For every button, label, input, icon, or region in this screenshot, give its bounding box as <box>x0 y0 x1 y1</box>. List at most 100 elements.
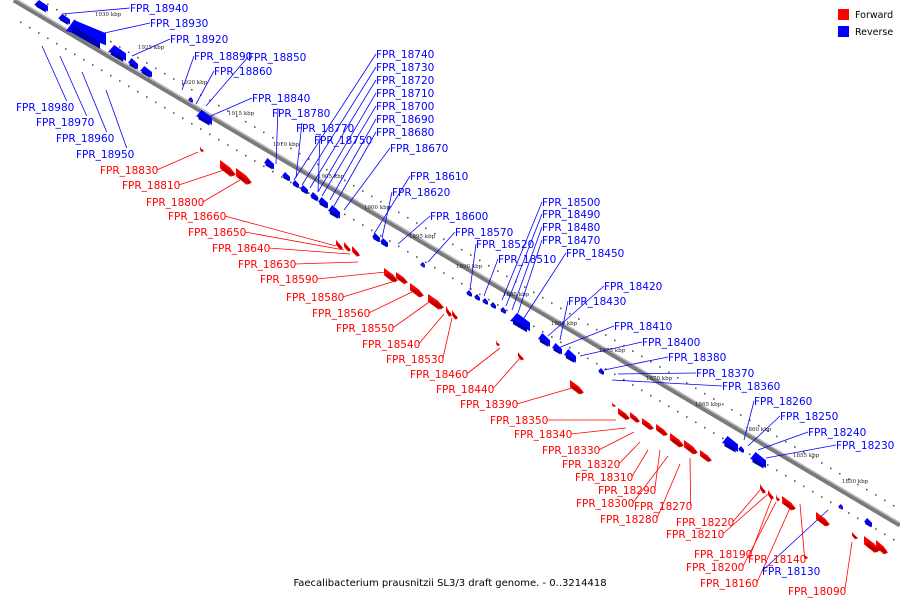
forward-gene-3-arrow <box>336 240 343 250</box>
gene-label-fpr-18690: FPR_18690 <box>376 114 434 126</box>
guide-dot <box>632 350 634 352</box>
leader-fpr-18430 <box>559 300 569 341</box>
scale-ticks: 1930 kbp 1925 kbp 1920 kbp 1915 kbp 1910 kbp… <box>95 12 869 485</box>
gene-label-fpr-18470: FPR_18470 <box>542 235 600 247</box>
leader-fpr-18670 <box>343 147 391 211</box>
guide-dot <box>371 229 373 232</box>
gene-label-fpr-18090: FPR_18090 <box>788 586 846 598</box>
guide-dot <box>200 128 202 130</box>
guide-dot <box>623 378 625 381</box>
guide-dot <box>317 163 319 166</box>
gene-label-fpr-18320: FPR_18320 <box>562 459 620 471</box>
guide-dot <box>173 78 175 80</box>
leader-fpr-18320 <box>618 441 641 465</box>
leader-fpr-18610 <box>373 175 411 235</box>
guide-dot <box>704 392 706 395</box>
leader-fpr-18680 <box>333 131 377 207</box>
guide-dot <box>407 216 409 219</box>
gene-label-fpr-18670: FPR_18670 <box>390 143 448 155</box>
gene-label-fpr-18220: FPR_18220 <box>676 517 734 529</box>
guide-dot <box>245 154 247 157</box>
gene-arrows <box>34 0 888 559</box>
gene-label-fpr-18430: FPR_18430 <box>568 296 626 308</box>
gene-labels: FPR_18940FPR_18930FPR_18920FPR_18890FPR_… <box>16 3 894 598</box>
guide-dot <box>803 485 805 488</box>
guide-dot <box>308 158 310 160</box>
guide-dot <box>506 275 508 278</box>
guide-dot <box>182 117 184 120</box>
guide-dot <box>578 318 580 320</box>
guide-dot <box>47 37 49 40</box>
guide-dot <box>344 213 346 216</box>
guide-dot <box>128 51 130 54</box>
gene-label-fpr-18510: FPR_18510 <box>498 254 556 266</box>
reverse-gene-2-arrow <box>66 20 106 49</box>
guide-dot <box>290 147 292 150</box>
backbone-line <box>12 0 900 528</box>
gene-label-fpr-18940: FPR_18940 <box>130 3 188 15</box>
guide-dot <box>551 302 553 304</box>
gene-label-fpr-18980: FPR_18980 <box>16 102 74 114</box>
leader-fpr-18530 <box>442 317 453 360</box>
scale-tick-label: 1895 kbp <box>409 234 436 240</box>
guide-dot <box>254 126 256 128</box>
gene-label-fpr-18970: FPR_18970 <box>36 117 94 129</box>
leader-fpr-18740 <box>293 53 377 181</box>
guide-dot <box>209 99 211 102</box>
guide-dot <box>164 72 166 75</box>
forward-gene-21-arrow <box>684 440 698 455</box>
gene-label-fpr-18200: FPR_18200 <box>686 562 744 574</box>
leader-fpr-18560 <box>368 291 413 314</box>
scale-tick-label: 1915 kbp <box>228 111 255 117</box>
gene-label-fpr-18490: FPR_18490 <box>542 209 600 221</box>
leader-fpr-18860 <box>195 70 215 105</box>
guide-dot <box>398 245 400 248</box>
leader-fpr-18810 <box>178 169 225 186</box>
leader-fpr-18850 <box>205 56 249 107</box>
gene-label-fpr-18440: FPR_18440 <box>436 384 494 396</box>
leader-fpr-18550 <box>392 299 433 329</box>
guide-dot <box>695 387 697 390</box>
reverse-gene-17-arrow <box>420 262 425 268</box>
reverse-gene-15-arrow <box>372 233 380 243</box>
forward-gene-14-arrow <box>570 380 584 395</box>
gene-label-fpr-18370: FPR_18370 <box>696 368 754 380</box>
guide-dot <box>812 456 814 459</box>
gene-label-fpr-18310: FPR_18310 <box>575 472 633 484</box>
leader-fpr-18750 <box>317 134 321 193</box>
guide-dot <box>731 408 733 411</box>
guide-dot <box>272 170 274 173</box>
forward-gene-4-arrow <box>344 242 351 252</box>
gene-label-fpr-18780: FPR_18780 <box>272 108 330 120</box>
leader-fpr-18270 <box>689 457 692 507</box>
forward-gene-13-arrow <box>518 352 524 361</box>
guide-dot <box>92 64 94 66</box>
guide-dot <box>749 453 751 456</box>
guide-dot <box>290 181 292 184</box>
leader-fpr-18370 <box>617 372 697 375</box>
guide-dot <box>713 398 715 400</box>
guide-dot <box>479 293 481 296</box>
leader-fpr-18540 <box>418 313 445 345</box>
leader-fpr-18470 <box>517 239 543 314</box>
guide-dot <box>452 243 454 246</box>
guide-dot <box>380 200 382 203</box>
leader-fpr-18940 <box>61 7 131 15</box>
forward-gene-31-arrow <box>804 553 808 559</box>
gene-label-fpr-18570: FPR_18570 <box>455 227 513 239</box>
reverse-gene-20-arrow <box>482 298 488 305</box>
reverse-gene-1-arrow <box>58 14 70 25</box>
leader-fpr-18710 <box>317 92 377 193</box>
scale-tick-label: 1880 kbp <box>551 321 578 327</box>
gene-label-fpr-18930: FPR_18930 <box>150 18 208 30</box>
guide-dot <box>533 291 535 294</box>
guide-dot <box>587 323 589 326</box>
forward-gene-15-arrow <box>612 402 616 407</box>
guide-dot <box>875 528 877 530</box>
guide-dot <box>326 168 328 171</box>
guide-dot <box>677 410 679 413</box>
scale-tick-label: 1930 kbp <box>95 12 122 18</box>
gene-label-fpr-18300: FPR_18300 <box>576 498 634 510</box>
guide-dot <box>20 21 22 24</box>
guide-dot <box>434 232 436 235</box>
